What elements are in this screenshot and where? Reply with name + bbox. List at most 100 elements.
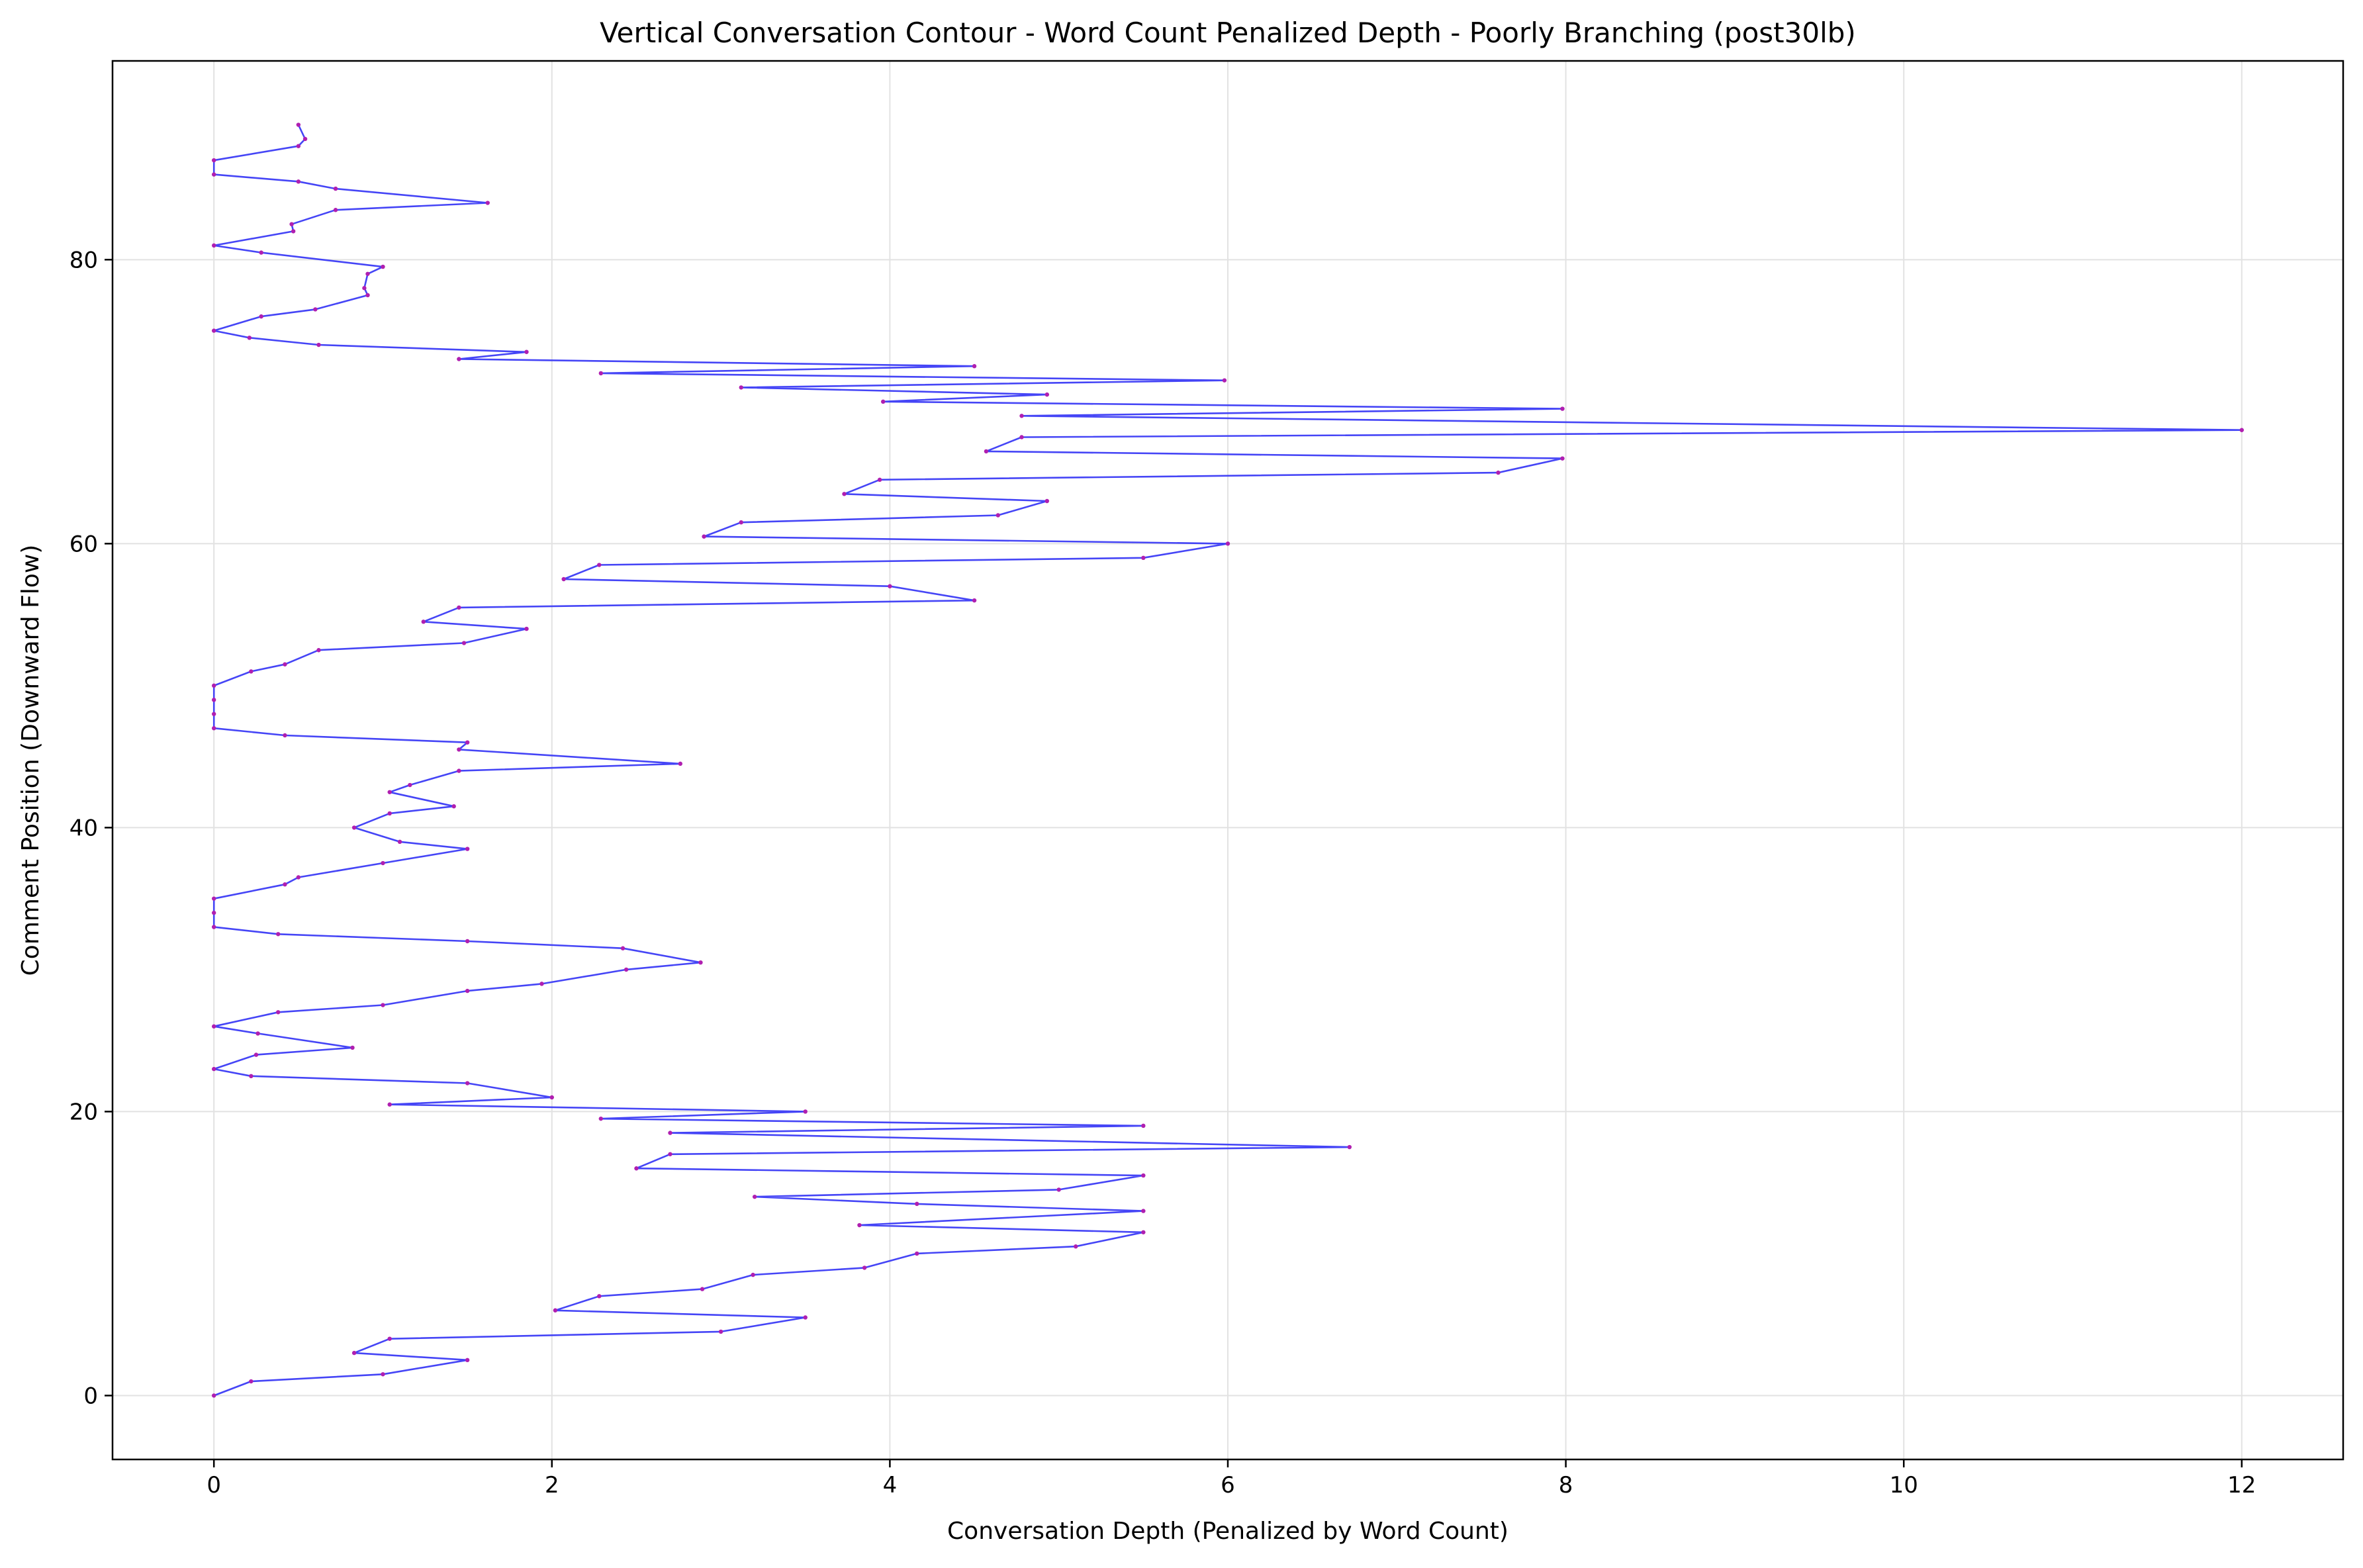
data-point	[350, 1045, 355, 1050]
data-point	[524, 349, 529, 354]
data-point	[457, 768, 461, 773]
data-point	[387, 790, 392, 794]
data-point	[211, 896, 216, 901]
data-series	[211, 122, 2245, 1398]
x-tick-label: 2	[545, 1472, 559, 1499]
data-point	[259, 250, 263, 255]
data-point	[211, 158, 216, 163]
data-point	[283, 662, 287, 667]
data-point	[457, 357, 461, 361]
data-point	[461, 641, 467, 645]
data-point	[1074, 1244, 1078, 1249]
data-point	[597, 1294, 602, 1299]
data-point	[351, 825, 357, 830]
data-point	[1347, 1144, 1352, 1150]
data-point	[668, 1152, 672, 1156]
y-tick-label: 80	[70, 247, 98, 273]
data-point	[485, 201, 490, 205]
data-point	[275, 1010, 281, 1015]
data-point	[465, 988, 470, 993]
data-point	[553, 1308, 558, 1313]
data-point	[718, 1329, 723, 1334]
data-point	[700, 1287, 705, 1291]
data-point	[362, 286, 367, 291]
data-point	[365, 271, 370, 276]
x-tick-label: 6	[1221, 1472, 1235, 1499]
data-point	[598, 371, 604, 376]
data-point	[421, 620, 426, 624]
data-point	[296, 179, 301, 184]
data-point	[702, 534, 706, 539]
data-point	[289, 222, 294, 226]
y-tick-label: 20	[70, 1099, 98, 1125]
x-tick-label: 8	[1559, 1472, 1573, 1499]
x-tick-label: 10	[1890, 1472, 1918, 1499]
data-point	[1141, 555, 1146, 561]
data-point	[668, 1130, 672, 1135]
data-point	[302, 136, 308, 142]
data-point	[397, 839, 402, 845]
data-point	[333, 208, 338, 212]
data-point	[465, 1358, 470, 1363]
data-point	[842, 492, 847, 496]
data-point	[211, 328, 216, 333]
data-point	[211, 1024, 216, 1029]
data-point	[316, 342, 321, 347]
data-point	[387, 1102, 392, 1107]
y-tick-label: 40	[70, 815, 98, 841]
data-point	[634, 1166, 639, 1171]
data-point	[211, 1066, 216, 1072]
data-point	[678, 761, 683, 766]
data-point	[972, 598, 977, 603]
data-point	[1560, 456, 1565, 461]
data-point	[880, 399, 886, 404]
data-point	[862, 1266, 867, 1270]
data-point	[408, 782, 412, 788]
x-tick-label: 4	[883, 1472, 898, 1499]
data-point	[465, 847, 470, 851]
data-point	[877, 477, 882, 483]
data-point	[857, 1222, 862, 1228]
data-point	[996, 513, 1000, 518]
data-point	[1019, 435, 1024, 439]
data-point	[888, 584, 892, 588]
data-point	[1225, 541, 1230, 546]
y-tick-label: 0	[83, 1383, 98, 1409]
data-point	[211, 172, 216, 177]
data-point	[457, 605, 461, 610]
x-tick-label: 0	[207, 1472, 221, 1499]
data-point	[751, 1272, 755, 1277]
data-point	[972, 364, 977, 369]
data-point	[698, 960, 703, 965]
data-point	[316, 648, 321, 653]
data-point	[296, 875, 301, 880]
data-point	[739, 385, 743, 390]
data-point	[296, 122, 301, 127]
data-point	[524, 626, 529, 631]
data-point	[254, 1052, 259, 1057]
x-axis-title: Conversation Depth (Penalized by Word Co…	[947, 1518, 1508, 1545]
data-point	[465, 939, 470, 944]
data-point	[549, 1095, 554, 1100]
data-point	[803, 1315, 808, 1320]
data-point	[211, 925, 216, 929]
data-point	[457, 747, 461, 752]
data-point	[211, 1393, 216, 1398]
data-point	[296, 144, 301, 148]
data-point	[211, 712, 216, 716]
chart-title: Vertical Conversation Contour - Word Cou…	[600, 17, 1856, 49]
data-point	[620, 946, 626, 950]
y-axis-title: Comment Position (Downward Flow)	[17, 545, 44, 976]
data-point	[259, 314, 263, 319]
data-point	[333, 186, 338, 191]
data-point	[351, 1350, 357, 1356]
data-point	[381, 1003, 385, 1007]
data-point	[1044, 392, 1050, 397]
data-point	[211, 910, 216, 915]
data-point	[1222, 378, 1227, 383]
data-point	[598, 1116, 604, 1121]
data-point	[1496, 470, 1501, 475]
data-point	[1141, 1209, 1146, 1213]
data-point	[1560, 406, 1565, 411]
